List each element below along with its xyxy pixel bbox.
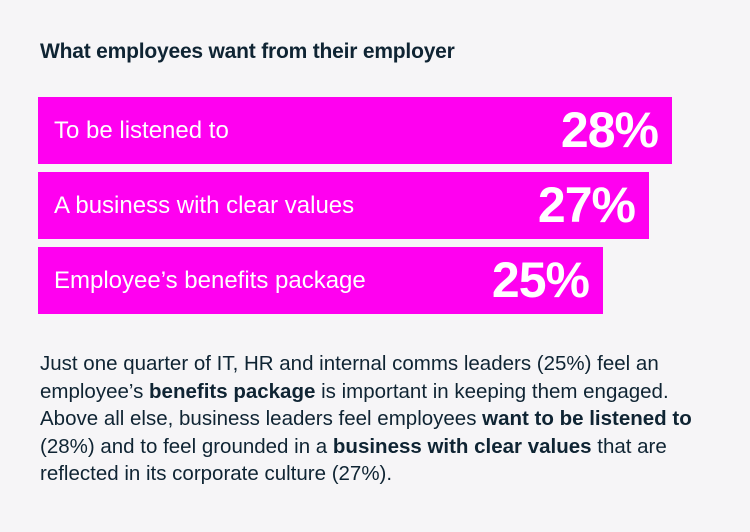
bar-value-0: 28% [560,102,659,158]
body-bold-benefits: benefits package [149,379,316,403]
body-bold-values: business with clear values [332,434,592,458]
bar-chart: To be listened to 28% A business with cl… [38,97,678,317]
body-bold-listened: want to be listened to [482,407,692,430]
bar-2: Employee’s benefits package 25% [38,247,603,314]
bar-value-1: 27% [537,177,636,233]
chart-title: What employees want from their employer [40,40,455,63]
bar-label-2: Employee’s benefits package [54,267,366,294]
bar-value-2: 25% [491,252,590,308]
bar-label-0: To be listened to [54,117,229,144]
bar-label-1: A business with clear values [54,192,355,219]
body-text-3: (28%) and to feel grounded in a [40,434,333,458]
description-paragraph: Just one quarter of IT, HR and internal … [40,350,720,488]
body-text-2: is important in keeping them engaged. Ab… [40,379,669,431]
bar-1: A business with clear values 27% [38,172,649,239]
bar-0: To be listened to 28% [38,97,672,164]
body-text-4: that are reflected in its corporate cult… [40,434,667,486]
body-text-1: Just one quarter of IT, HR and internal … [40,352,659,403]
